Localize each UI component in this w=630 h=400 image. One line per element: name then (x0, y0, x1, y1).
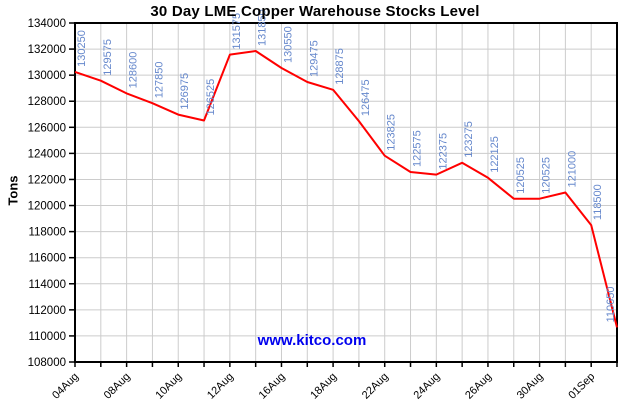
y-tick-label: 118000 (28, 227, 66, 239)
point-value-label: 123825 (386, 114, 398, 151)
point-value-label: 122375 (437, 133, 449, 170)
y-tick-label: 108000 (28, 357, 66, 369)
point-value-label: 110650 (605, 287, 617, 323)
stock-level-line (74, 50, 618, 328)
point-value-label: 118500 (592, 184, 604, 220)
y-tick-label: 134000 (28, 18, 66, 30)
y-tick-label: 110000 (28, 331, 66, 343)
y-tick-label: 126000 (28, 122, 66, 134)
x-tick-label: 12Aug (205, 371, 236, 400)
y-tick-label: 130000 (28, 70, 66, 82)
x-tick-label: 04Aug (50, 371, 81, 400)
point-value-label: 128600 (128, 52, 140, 89)
y-tick-label: 116000 (28, 253, 66, 265)
x-tick-label: 16Aug (257, 371, 288, 400)
point-value-label: 120525 (541, 157, 553, 194)
point-value-label: 128875 (334, 48, 346, 85)
y-tick-label: 112000 (28, 305, 66, 317)
kitco-watermark: www.kitco.com (257, 332, 367, 349)
chart-title: 30 Day LME Copper Warehouse Stocks Level (150, 3, 480, 20)
y-tick-label: 124000 (28, 148, 66, 160)
y-tick-label: 128000 (28, 96, 66, 108)
point-value-label: 129475 (308, 40, 320, 77)
x-tick-label: 24Aug (411, 371, 442, 400)
x-tick-label: 10Aug (153, 371, 184, 400)
x-tick-label: 30Aug (515, 371, 546, 400)
point-value-label: 127850 (153, 61, 165, 98)
point-value-label: 126525 (205, 79, 217, 116)
point-value-label: 122575 (412, 130, 424, 167)
x-tick-label: 18Aug (308, 371, 339, 400)
point-value-label: 126975 (179, 73, 191, 110)
point-value-label: 130250 (76, 30, 88, 67)
point-value-label: 123275 (463, 121, 475, 158)
y-tick-label: 132000 (28, 44, 66, 56)
x-tick-label: 01Sep (566, 371, 597, 400)
y-tick-label: 120000 (28, 201, 66, 213)
x-tick-label: 08Aug (102, 371, 133, 400)
point-value-label: 122125 (489, 136, 501, 173)
point-value-label: 131850 (257, 9, 269, 46)
plot-border (74, 22, 618, 363)
y-axis-label: Tons (5, 175, 21, 206)
point-value-label: 131575 (231, 13, 243, 50)
x-tick-label: 26Aug (463, 371, 494, 400)
x-tick-label: 22Aug (360, 371, 391, 400)
y-tick-label: 114000 (28, 279, 66, 291)
point-value-label: 129575 (102, 39, 114, 76)
y-tick-label: 122000 (28, 174, 66, 186)
point-value-label: 126475 (360, 79, 372, 116)
point-value-label: 120525 (515, 157, 527, 194)
point-value-label: 121000 (566, 151, 578, 188)
point-value-label: 130550 (283, 26, 295, 63)
